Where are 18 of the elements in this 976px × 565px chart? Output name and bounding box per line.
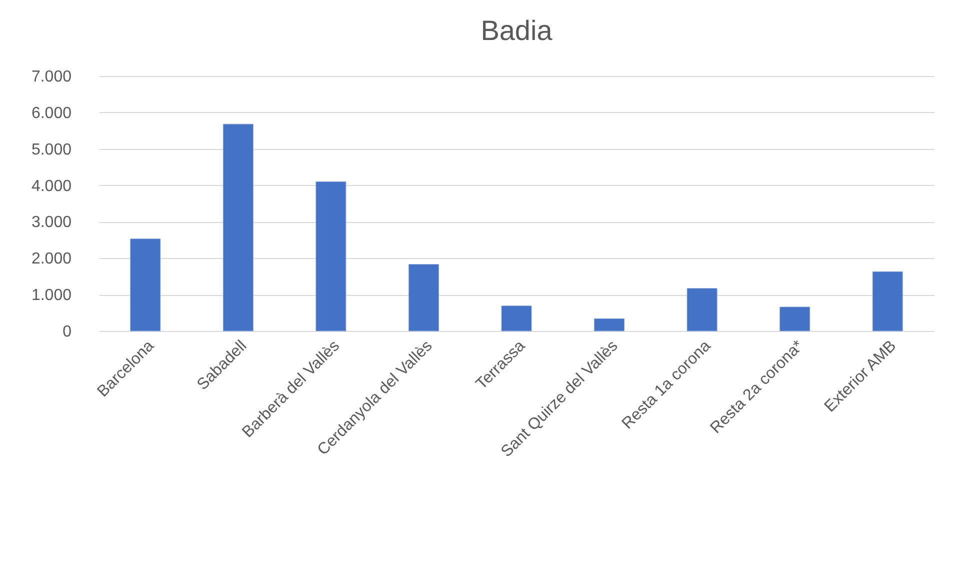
bar xyxy=(130,238,161,332)
y-tick-label: 2.000 xyxy=(31,250,72,268)
y-tick-label: 7.000 xyxy=(31,68,72,86)
bar xyxy=(222,124,254,332)
bar xyxy=(594,318,625,332)
bar xyxy=(408,264,439,332)
y-tick-label: 0 xyxy=(62,324,72,340)
y-tick-label: 4.000 xyxy=(31,178,72,195)
y-tick-label: 1.000 xyxy=(31,287,72,304)
y-tick-label: 6.000 xyxy=(31,104,72,122)
bar xyxy=(780,306,810,332)
bar xyxy=(501,306,532,332)
bar xyxy=(316,181,346,332)
y-tick-label: 3.000 xyxy=(31,214,72,232)
chart-title: Badia xyxy=(480,15,553,46)
bar xyxy=(872,271,903,332)
y-tick-label: 5.000 xyxy=(31,141,72,158)
bar xyxy=(686,288,718,332)
